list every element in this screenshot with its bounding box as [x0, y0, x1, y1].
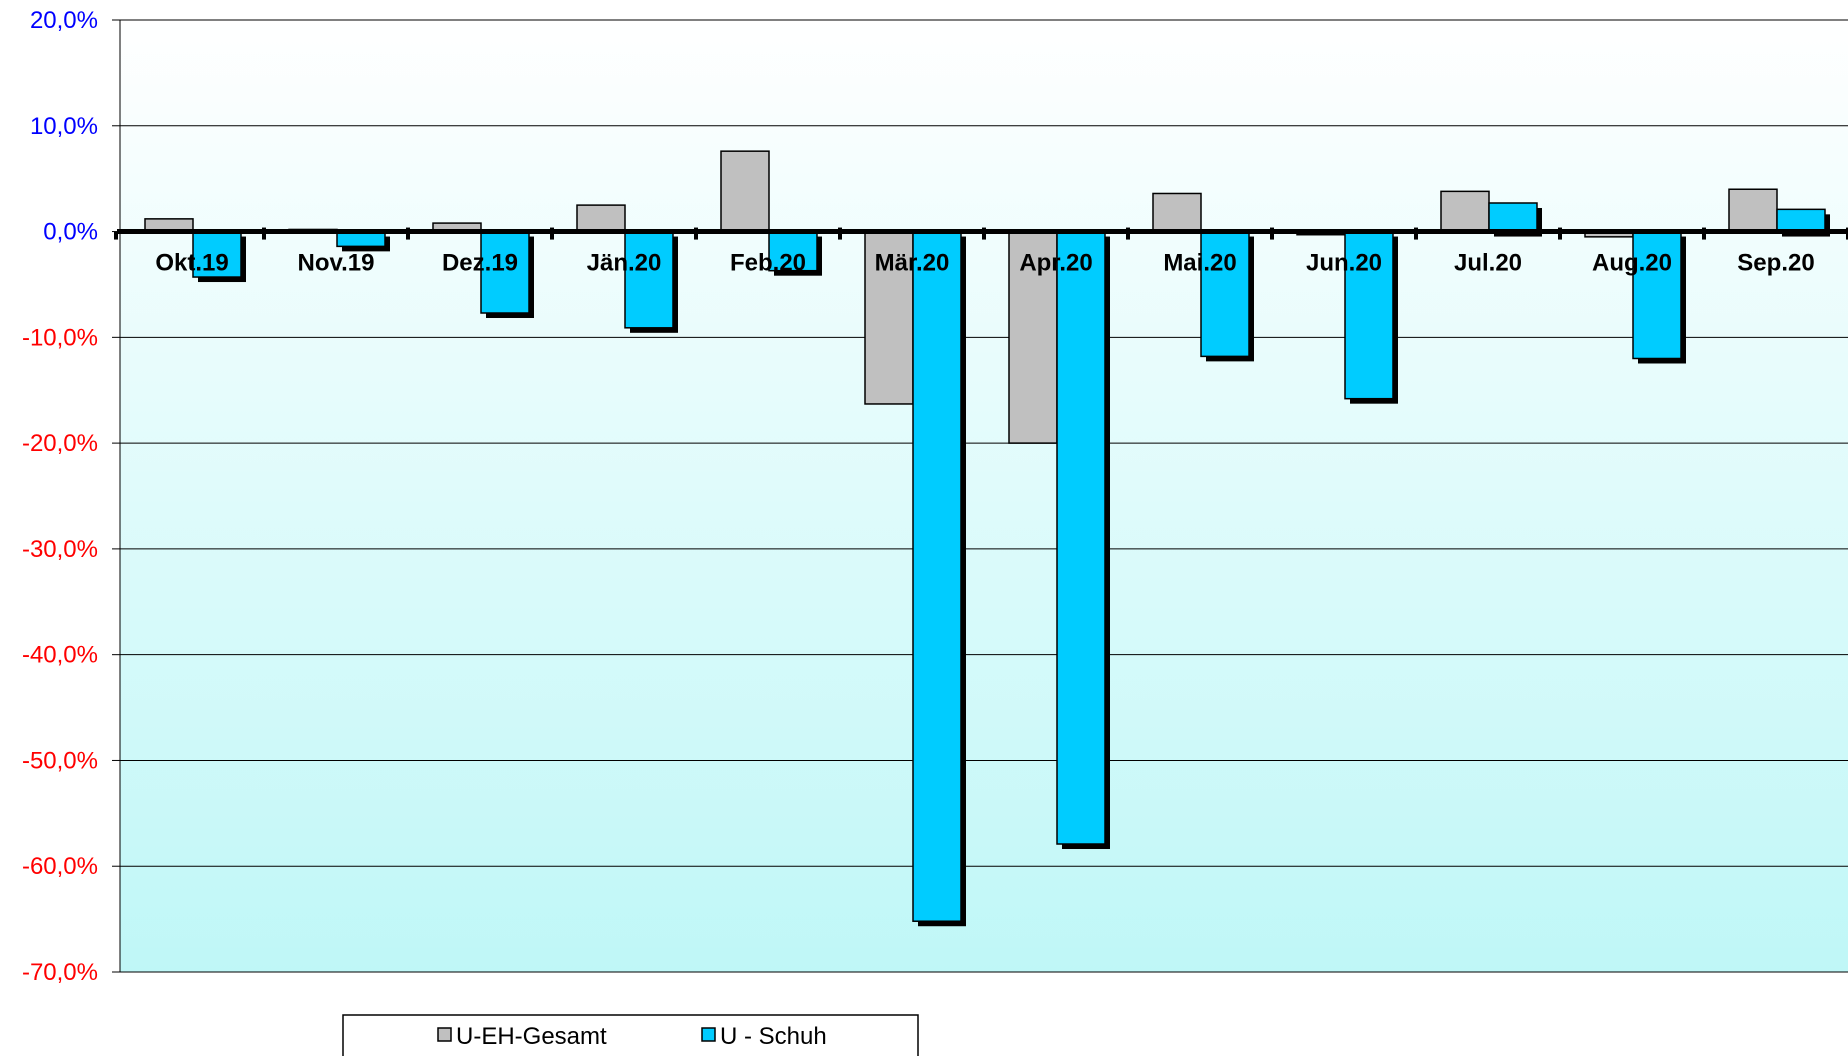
legend-label: U-EH-Gesamt — [456, 1023, 607, 1050]
x-tick-label: Jul.20 — [1454, 250, 1522, 277]
bar-u-schuh — [192, 230, 242, 278]
y-tick-label: -60,0% — [22, 853, 98, 880]
legend-swatch — [437, 1027, 452, 1042]
y-tick-label: 20,0% — [30, 7, 98, 34]
bar-u-eh-gesamt — [1440, 190, 1490, 233]
bar-u-schuh — [1776, 208, 1826, 233]
bar-u-schuh — [1056, 230, 1106, 845]
x-tick-label: Aug.20 — [1592, 250, 1672, 277]
y-tick-label: -70,0% — [22, 959, 98, 986]
gridlines — [120, 19, 1848, 973]
bar-u-schuh — [768, 230, 818, 272]
x-tick-label: Apr.20 — [1019, 250, 1092, 277]
bar-u-eh-gesamt — [1728, 188, 1778, 233]
x-tick-label: Mär.20 — [875, 250, 950, 277]
axes — [112, 19, 121, 973]
y-tick-label: -20,0% — [22, 430, 98, 457]
x-tick-label: Nov.19 — [298, 250, 375, 277]
y-tick-label: -30,0% — [22, 536, 98, 563]
legend: U-EH-Gesamt U - Schuh — [342, 1014, 919, 1061]
legend-box — [342, 1014, 919, 1061]
legend-label: U - Schuh — [720, 1023, 827, 1050]
y-tick-label: 10,0% — [30, 113, 98, 140]
bar-u-schuh — [912, 230, 962, 922]
y-tick-labels: 20,0% 10,0% 0,0% -10,0% -20,0% -30,0% -40,0% -5… — [22, 7, 98, 986]
bar-u-schuh — [1488, 202, 1538, 233]
y-tick-label: -50,0% — [22, 747, 98, 774]
y-tick-label: 0,0% — [43, 219, 98, 246]
x-tick-label: Jän.20 — [587, 250, 662, 277]
bar-u-schuh — [1200, 230, 1250, 358]
y-tick-label: -10,0% — [22, 324, 98, 351]
legend-swatch — [701, 1027, 716, 1042]
plot-area — [120, 20, 1848, 972]
y-tick-label: -40,0% — [22, 642, 98, 669]
x-tick-label: Sep.20 — [1737, 250, 1814, 277]
bar-u-schuh — [1344, 230, 1394, 400]
bar-u-schuh — [1632, 230, 1682, 360]
x-tick-labels: Okt.19 Nov.19 Dez.19 Jän.20 Feb.20 Mär.20 Apr.… — [155, 250, 1814, 277]
bar-u-eh-gesamt — [1152, 192, 1202, 233]
bar-u-eh-gesamt — [720, 150, 770, 233]
x-tick-label: Feb.20 — [730, 250, 806, 277]
x-tick-label: Jun.20 — [1306, 250, 1382, 277]
bar-u-eh-gesamt — [576, 204, 626, 233]
x-tick-label: Mai.20 — [1163, 250, 1236, 277]
x-tick-label: Okt.19 — [155, 250, 228, 277]
zero-line-layer — [114, 227, 1848, 240]
x-tick-label: Dez.19 — [442, 250, 518, 277]
bar-u-schuh — [624, 230, 674, 329]
